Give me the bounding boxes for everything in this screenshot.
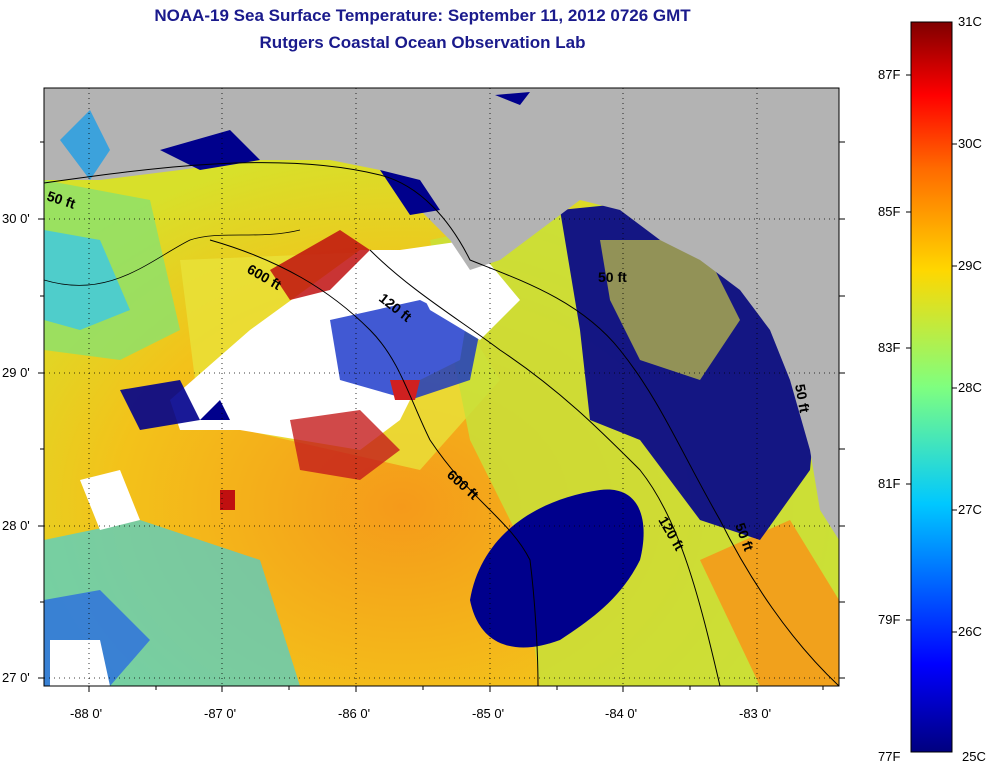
warm-eddy-central (290, 410, 400, 480)
colorbar-celsius-label: 27C (958, 502, 982, 517)
lon-label: -86 0' (338, 706, 371, 721)
bay-water-mobile (160, 130, 260, 170)
colorbar-fahrenheit-label: 79F (878, 612, 901, 627)
chart-subtitle: Rutgers Coastal Ocean Observation Lab (259, 33, 586, 52)
colorbar-fahrenheit-label: 85F (878, 204, 901, 219)
east-mixed-patch (600, 240, 740, 380)
warm-eddy-small (390, 380, 420, 400)
contour-50ft (44, 162, 839, 686)
lon-label: -87 0' (204, 706, 237, 721)
cloud-edge-blue (330, 300, 480, 400)
lon-label: -88 0' (70, 706, 103, 721)
warm-fleck (220, 490, 235, 510)
contour-label-8: 50 ft (792, 383, 813, 414)
colorbar-fahrenheit-label: 81F (878, 476, 901, 491)
bay-water-west (60, 110, 110, 180)
colorbar-ticks (906, 74, 957, 633)
colorbar-celsius-label: 31C (958, 14, 982, 29)
lon-label: -85 0' (472, 706, 505, 721)
cloud-mask-small-1 (80, 470, 140, 530)
colorbar-fahrenheit-label: 87F (878, 67, 901, 82)
colorbar-celsius-label: 26C (958, 624, 982, 639)
bay-water-panhandle (380, 170, 440, 215)
colorbar-celsius-label: 28C (958, 380, 982, 395)
map-frame (43, 87, 840, 687)
cloud-mask-small-2 (50, 640, 110, 686)
contour-120ft (369, 249, 721, 686)
axis-ticks (38, 141, 845, 692)
contour-label-5: 50 ft (598, 269, 627, 285)
colorbar (910, 21, 953, 753)
cool-band-west (120, 380, 200, 430)
colorbar-celsius-label: 25C (962, 749, 986, 764)
colorbar-celsius-label: 29C (958, 258, 982, 273)
inland-lake (495, 92, 530, 105)
southeast-warm-water (700, 520, 839, 686)
lat-label: 29 0' (2, 365, 30, 380)
sst-map (44, 88, 839, 686)
contour-600ft-west (44, 229, 301, 286)
cloud-mask-east (400, 240, 520, 340)
cold-fleck (200, 400, 230, 420)
lon-label: -83 0' (739, 706, 772, 721)
lat-label: 30 0' (2, 211, 30, 226)
colorbar-fahrenheit-label: 83F (878, 340, 901, 355)
cold-pool (470, 489, 644, 648)
lon-label: -84 0' (605, 706, 638, 721)
warm-eddy-north (270, 230, 370, 300)
chart-title: NOAA-19 Sea Surface Temperature: Septemb… (154, 6, 691, 25)
west-cool-patch (44, 230, 130, 330)
land (44, 88, 839, 540)
colorbar-fahrenheit-label: 77F (878, 749, 901, 764)
lat-label: 28 0' (2, 518, 30, 533)
contour-600ft (209, 239, 539, 686)
colorbar-celsius-label: 30C (958, 136, 982, 151)
lat-label: 27 0' (2, 670, 30, 685)
